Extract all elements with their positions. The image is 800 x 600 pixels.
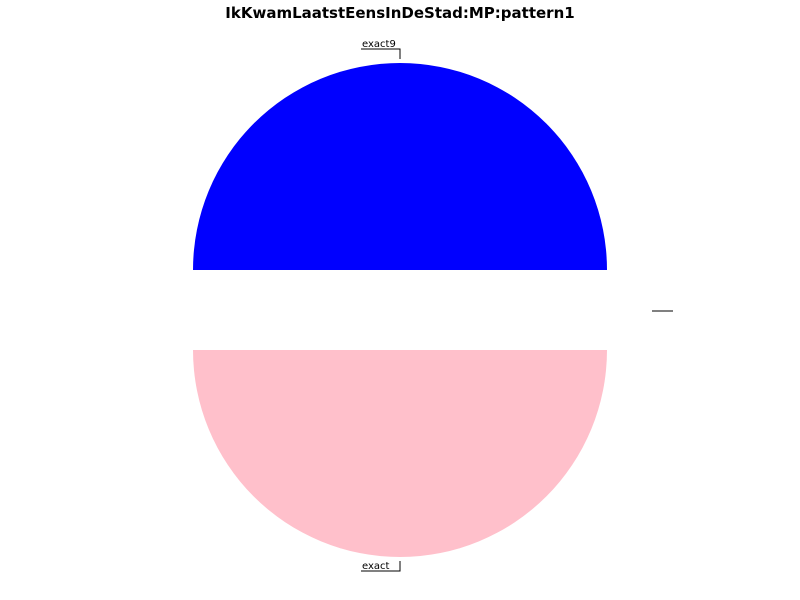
leader-line-exact9	[361, 48, 401, 59]
slices-layer	[193, 63, 607, 557]
pie-slice-exact9	[193, 63, 607, 270]
slice-label-exact: exact	[362, 561, 390, 572]
slice-label-exact9: exact9	[362, 39, 396, 50]
labels-layer: exact9 exact	[361, 39, 673, 572]
leader-line-exact	[361, 561, 401, 572]
chart-title: IkKwamLaatstEensInDeStad:MP:pattern1	[225, 4, 574, 22]
pie-slice-exact	[193, 350, 607, 557]
